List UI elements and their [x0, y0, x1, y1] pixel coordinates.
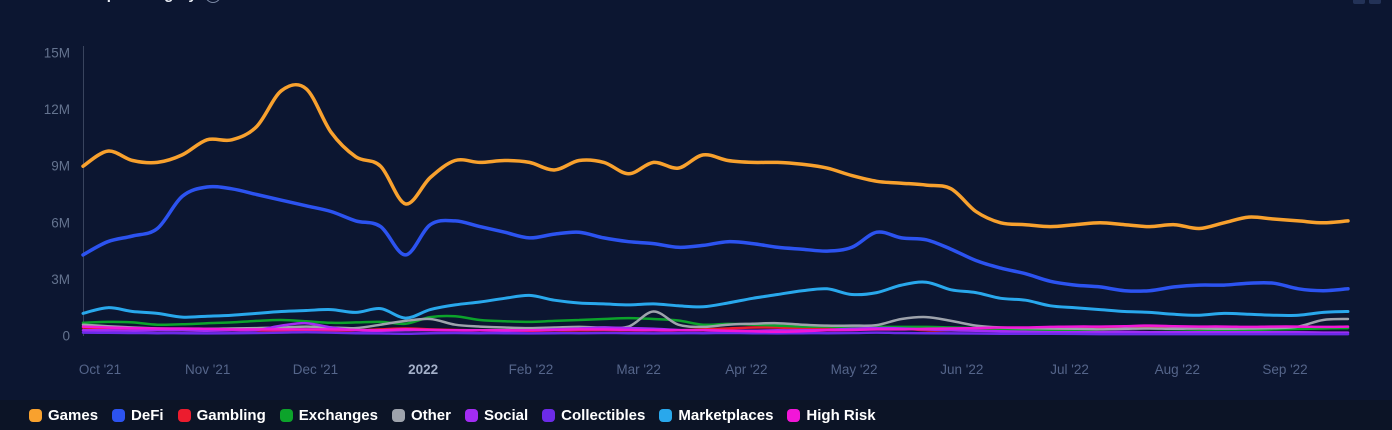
- x-tick-label: Nov '21: [185, 362, 230, 377]
- series-line-collectibles[interactable]: [81, 330, 1350, 336]
- x-tick-label: Mar '22: [616, 362, 661, 377]
- legend-label-collectibles: Collectibles: [561, 406, 646, 424]
- legend-item-defi[interactable]: DeFi: [112, 407, 164, 424]
- x-tick-label: Aug '22: [1155, 362, 1200, 377]
- legend-swatch-games: [29, 408, 42, 422]
- x-tick-label: Jul '22: [1050, 362, 1089, 377]
- legend-item-gambling[interactable]: Gambling: [177, 406, 266, 424]
- category-line-chart: 0 3M 6M 9M 12M 15M Oct '21 Nov '21 Dec '21 2022 Fe…: [44, 46, 1350, 378]
- legend-swatch-exchanges: [279, 408, 293, 422]
- legend-label-exchanges: Exchanges: [298, 406, 378, 424]
- series-line-other[interactable]: [81, 310, 1350, 331]
- legend-item-games[interactable]: Games: [29, 407, 98, 424]
- x-tick-label: Oct '21: [79, 362, 121, 377]
- line-chart-svg: 0 3M 6M 9M 12M 15M Oct '21 Nov '21 Dec '21 2022 Fe…: [44, 46, 1350, 378]
- series-line-games[interactable]: [81, 82, 1350, 231]
- y-tick-label: 9M: [51, 159, 70, 174]
- legend-item-social[interactable]: Social: [464, 406, 529, 424]
- axis-layer: 0 3M 6M 9M 12M 15M Oct '21 Nov '21 Dec '21 2022 Fe…: [44, 46, 1308, 378]
- legend-item-other[interactable]: Other: [391, 406, 451, 424]
- y-tick-label: 0: [62, 329, 70, 344]
- legend-item-marketplaces[interactable]: Marketplaces: [659, 407, 773, 424]
- legend-label-social: Social: [483, 406, 529, 424]
- legend-label-gambling: Gambling: [196, 406, 266, 424]
- clipped-menu-icon[interactable]: [1369, 0, 1381, 4]
- x-tick-label: Feb '22: [509, 362, 554, 377]
- legend-swatch-collectibles: [542, 408, 556, 422]
- legend-swatch-defi: [112, 408, 126, 422]
- series-layer: [81, 82, 1350, 336]
- legend-item-high-risk[interactable]: High Risk: [787, 406, 876, 424]
- x-tick-label: May '22: [831, 362, 878, 377]
- legend-swatch-high-risk: [787, 408, 801, 422]
- legend-item-exchanges[interactable]: Exchanges: [279, 406, 378, 424]
- legend-label-high-risk: High Risk: [806, 406, 876, 424]
- y-tick-label: 12M: [44, 102, 70, 117]
- legend-label-games: Games: [48, 406, 99, 424]
- legend-swatch-other: [391, 408, 405, 422]
- legend-label-defi: DeFi: [131, 406, 164, 424]
- y-tick-label: 6M: [51, 215, 70, 230]
- legend-item-collectibles[interactable]: Collectibles: [542, 407, 645, 424]
- legend-label-marketplaces: Marketplaces: [678, 406, 774, 424]
- legend-label-other: Other: [410, 406, 451, 424]
- legend-swatch-gambling: [177, 408, 191, 422]
- y-tick-label: 3M: [51, 272, 70, 287]
- x-tick-label: Sep '22: [1262, 362, 1307, 377]
- series-line-defi[interactable]: [81, 184, 1350, 293]
- x-tick-label: Dec '21: [293, 362, 338, 377]
- series-line-high-risk[interactable]: [81, 324, 1350, 334]
- chart-legend: Games DeFi Gambling Exchanges Other Social Col…: [0, 400, 1392, 430]
- x-tick-label: 2022: [408, 362, 438, 377]
- legend-swatch-marketplaces: [659, 408, 673, 422]
- legend-swatch-social: [464, 408, 478, 422]
- chart-title-text: Transactions per category: [10, 0, 197, 3]
- y-tick-label: 15M: [44, 46, 70, 61]
- chart-title: Transactions per category i: [10, 0, 221, 3]
- series-line-marketplaces[interactable]: [81, 280, 1350, 320]
- x-tick-label: Apr '22: [725, 362, 767, 377]
- info-icon[interactable]: i: [204, 0, 221, 3]
- x-tick-label: Jun '22: [940, 362, 983, 377]
- clipped-toolbar-icon[interactable]: [1353, 0, 1365, 4]
